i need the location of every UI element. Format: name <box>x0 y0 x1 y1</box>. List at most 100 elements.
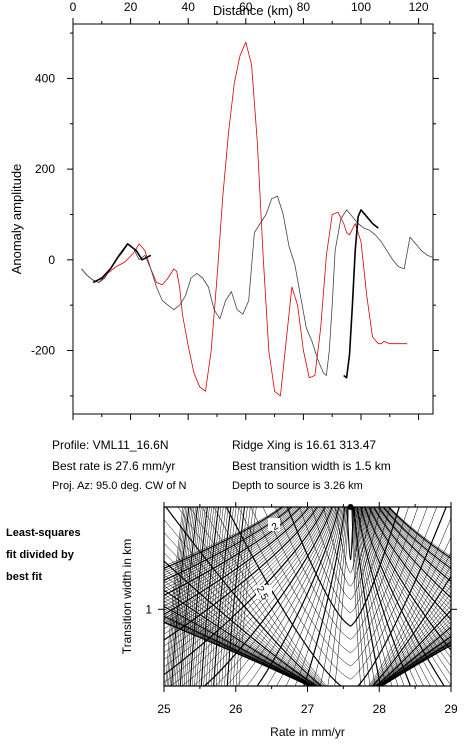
side-label-line-1: Least-squares <box>6 527 81 539</box>
x-tick-label: 120 <box>409 0 429 14</box>
best-width: Best transition width is 1.5 km <box>232 459 391 473</box>
x-tick-label: 28 <box>373 702 387 716</box>
minor-contour <box>176 507 195 686</box>
minor-contour <box>238 507 257 686</box>
x-tick-label: 80 <box>297 0 311 14</box>
x-tick-label: 100 <box>351 0 371 14</box>
minor-contour <box>216 507 234 686</box>
y-axis-title: Transition width in km <box>120 539 134 655</box>
ridge-crossing: Ridge Xing is 16.61 313.47 <box>232 438 377 452</box>
minor-contour <box>165 507 184 686</box>
minor-contour <box>164 507 451 607</box>
minor-contour <box>208 507 227 686</box>
best-rate: Best rate is 27.6 mm/yr <box>52 459 176 473</box>
minor-contour <box>229 507 248 686</box>
x-tick-label: 0 <box>70 0 77 14</box>
x-tick-label: 29 <box>444 702 458 716</box>
x-tick-label: 27 <box>301 702 315 716</box>
y-tick-label: 1 <box>145 602 152 616</box>
major-contour <box>164 560 451 686</box>
x-tick-label: 40 <box>182 0 196 14</box>
contour-label-bg <box>268 518 280 531</box>
projection-azimuth: Proj. Az: 95.0 deg. CW of N <box>52 480 187 492</box>
minor-contour <box>164 507 451 576</box>
profile-chart: 0 20 40 60 80 100 120 -200 0 200 400 Distance (km) A… <box>9 0 439 420</box>
major-contour <box>213 507 232 686</box>
minor-contour <box>203 507 222 686</box>
major-contour <box>203 507 445 686</box>
source-depth: Depth to source is 3.26 km <box>232 480 363 492</box>
y-axis-title: Anomaly amplitude <box>9 164 24 275</box>
minor-contour <box>166 507 185 686</box>
minor-contour <box>173 507 191 686</box>
minor-contour <box>196 507 215 686</box>
minor-contour <box>335 507 363 574</box>
observed-anomaly-line <box>81 195 434 376</box>
minor-contour <box>311 507 381 600</box>
minor-contour <box>189 507 451 686</box>
x-axis-title: Distance (km) <box>213 3 293 18</box>
minor-contour <box>274 507 409 640</box>
minor-contour <box>164 507 451 660</box>
minor-contour <box>164 507 451 574</box>
plot-frame <box>72 23 434 415</box>
minor-contour <box>221 507 240 686</box>
major-contour <box>256 507 412 686</box>
minor-contour <box>164 507 451 668</box>
minor-contour <box>164 507 451 683</box>
major-contour <box>165 507 451 686</box>
fit-segment-line <box>92 243 152 284</box>
minor-contour <box>164 507 451 584</box>
minor-contour <box>164 542 451 686</box>
minor-contour <box>164 507 451 571</box>
major-contour <box>346 507 354 561</box>
contour-label-bg <box>256 585 272 599</box>
minor-contour <box>246 507 418 686</box>
minor-contour <box>218 507 237 686</box>
minor-contour <box>164 519 451 686</box>
side-label-line-3: best fit <box>6 571 43 583</box>
minor-contour <box>205 507 224 686</box>
minor-contour <box>169 507 188 686</box>
y-tick-label: -200 <box>31 344 55 358</box>
minor-contour <box>164 507 451 578</box>
minor-contour <box>232 507 251 686</box>
fit-segment-line <box>343 209 379 379</box>
minor-contour <box>262 507 419 653</box>
minor-contour <box>224 507 242 686</box>
major-contour <box>200 507 220 686</box>
major-contour <box>179 507 199 686</box>
best-fit-marker <box>347 504 354 510</box>
major-contour <box>164 507 451 581</box>
x-axis-title: Rate in mm/yr <box>270 725 345 739</box>
minor-contour <box>164 507 451 620</box>
minor-contour <box>210 507 229 686</box>
major-contour <box>189 507 208 686</box>
minor-contour <box>213 507 451 686</box>
major-contour <box>171 507 190 686</box>
minor-contour <box>187 507 206 686</box>
minor-contour <box>178 507 196 686</box>
minor-contour <box>236 507 424 686</box>
minor-contour <box>168 507 187 686</box>
minor-contour <box>164 585 451 686</box>
contour-lines <box>164 507 451 686</box>
minor-contour <box>164 574 451 686</box>
minor-contour <box>174 507 193 686</box>
minor-contour <box>214 507 438 686</box>
minor-contour <box>323 507 372 587</box>
y-tick-label: 0 <box>48 253 55 267</box>
minor-contour <box>194 507 212 686</box>
y-tick-label: 200 <box>35 162 55 176</box>
minor-contour <box>177 507 451 686</box>
minor-contour <box>299 507 391 614</box>
minor-contour <box>170 507 451 686</box>
minor-contour <box>250 507 428 667</box>
minor-contour <box>183 507 202 686</box>
side-label-line-2: fit divided by <box>6 549 74 561</box>
minor-contour <box>185 507 204 686</box>
minor-contour <box>235 507 254 686</box>
major-contour <box>286 507 400 627</box>
